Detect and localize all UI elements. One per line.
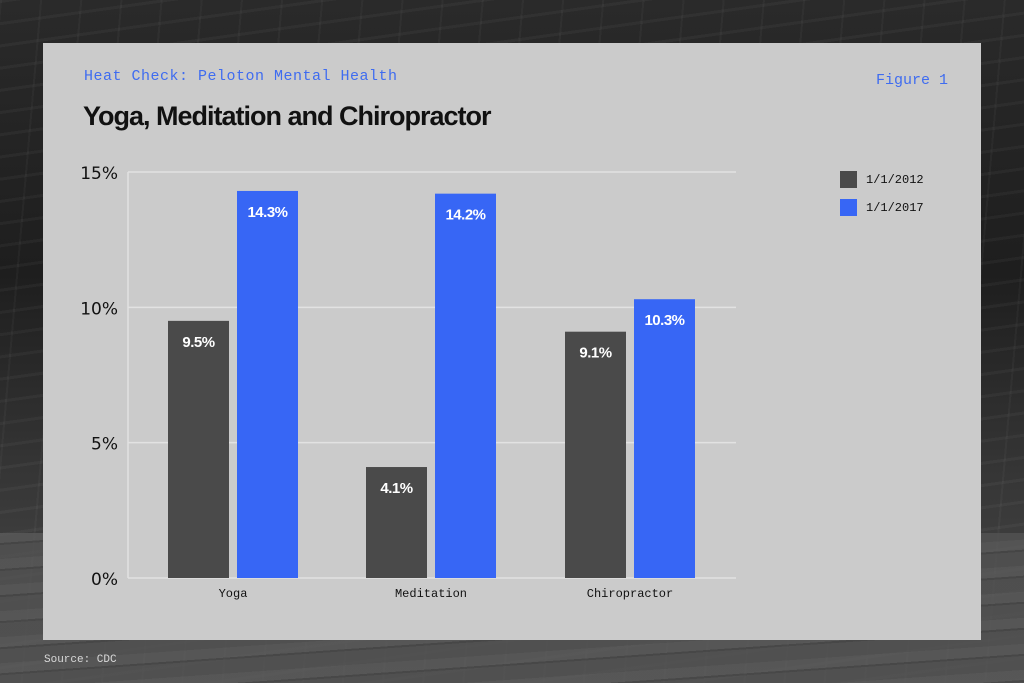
bar (565, 331, 626, 578)
bar (237, 190, 298, 579)
bar-data-label: 10.3% (644, 312, 684, 329)
y-tick-label: 5% (91, 435, 118, 455)
bar (435, 193, 496, 579)
bar (634, 299, 695, 578)
bar-data-label: 14.3% (247, 204, 287, 221)
bar (168, 320, 229, 578)
figure-label: Figure 1 (875, 72, 948, 89)
source-note: Source: CDC (44, 654, 117, 666)
x-tick-label: Meditation (395, 587, 467, 601)
y-tick-label: 10% (80, 299, 118, 319)
bar (366, 467, 427, 578)
bar-data-label: 14.2% (445, 207, 485, 224)
bar-data-label: 4.1% (380, 480, 412, 497)
bar-data-label: 9.1% (579, 345, 611, 362)
legend-label: 1/1/2017 (866, 201, 924, 215)
legend-label: 1/1/2012 (866, 173, 924, 187)
legend-swatch (840, 199, 857, 216)
chart-title: Yoga, Meditation and Chiropractor (83, 101, 492, 131)
x-tick-label: Yoga (219, 587, 248, 601)
bar-data-label: 9.5% (182, 334, 214, 351)
chart-kicker: Heat Check: Peloton Mental Health (84, 68, 398, 85)
legend-swatch (840, 171, 857, 188)
x-tick-label: Chiropractor (587, 587, 673, 601)
y-tick-label: 0% (91, 570, 118, 590)
y-tick-label: 15% (80, 164, 118, 184)
